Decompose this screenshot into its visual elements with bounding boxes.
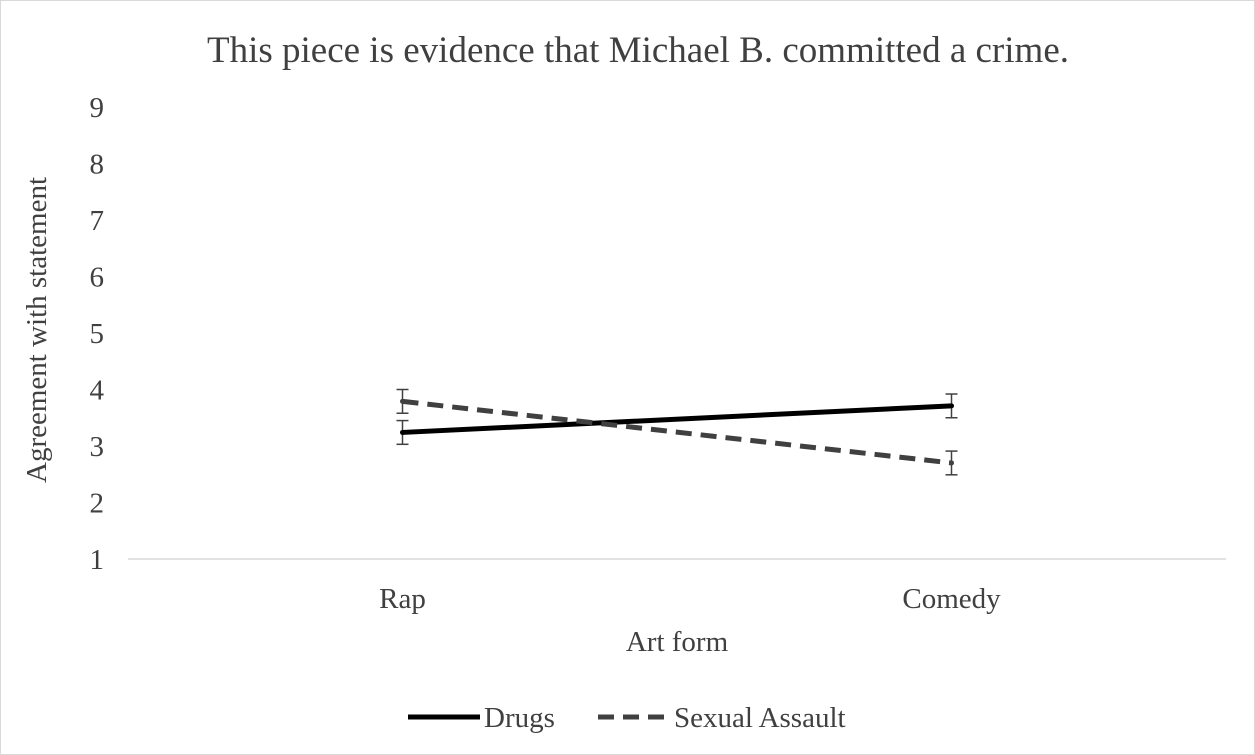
- y-tick-label: 2: [90, 488, 105, 520]
- y-tick-label: 5: [90, 318, 105, 350]
- x-axis-label: Art form: [626, 626, 729, 658]
- y-tick-label: 6: [90, 262, 105, 294]
- data-point: [949, 403, 954, 409]
- legend: Drugs Sexual Assault: [408, 702, 846, 734]
- y-tick-label: 4: [90, 375, 105, 407]
- y-tick-label: 8: [90, 149, 105, 181]
- x-tick-label: Rap: [379, 583, 426, 615]
- data-point: [400, 429, 405, 435]
- data-point: [949, 460, 954, 466]
- series-line: [402, 398, 952, 466]
- legend-label: Sexual Assault: [674, 702, 846, 734]
- data-point: [400, 398, 405, 404]
- y-tick-label: 1: [90, 544, 105, 576]
- y-tick-label: 3: [90, 431, 105, 463]
- chart-title: This piece is evidence that Michael B. c…: [207, 30, 1069, 71]
- x-tick-labels: Rap Comedy: [379, 583, 1001, 615]
- y-axis-label: Agreement with statement: [21, 177, 53, 483]
- legend-label: Drugs: [484, 702, 555, 734]
- y-tick-labels: 1 2 3 4 5 6 7 8 9: [90, 92, 105, 576]
- series-layer: [396, 388, 958, 476]
- x-tick-label: Comedy: [902, 583, 1001, 615]
- y-tick-label: 9: [90, 92, 105, 124]
- y-tick-label: 7: [90, 205, 105, 237]
- series-line: [402, 403, 952, 435]
